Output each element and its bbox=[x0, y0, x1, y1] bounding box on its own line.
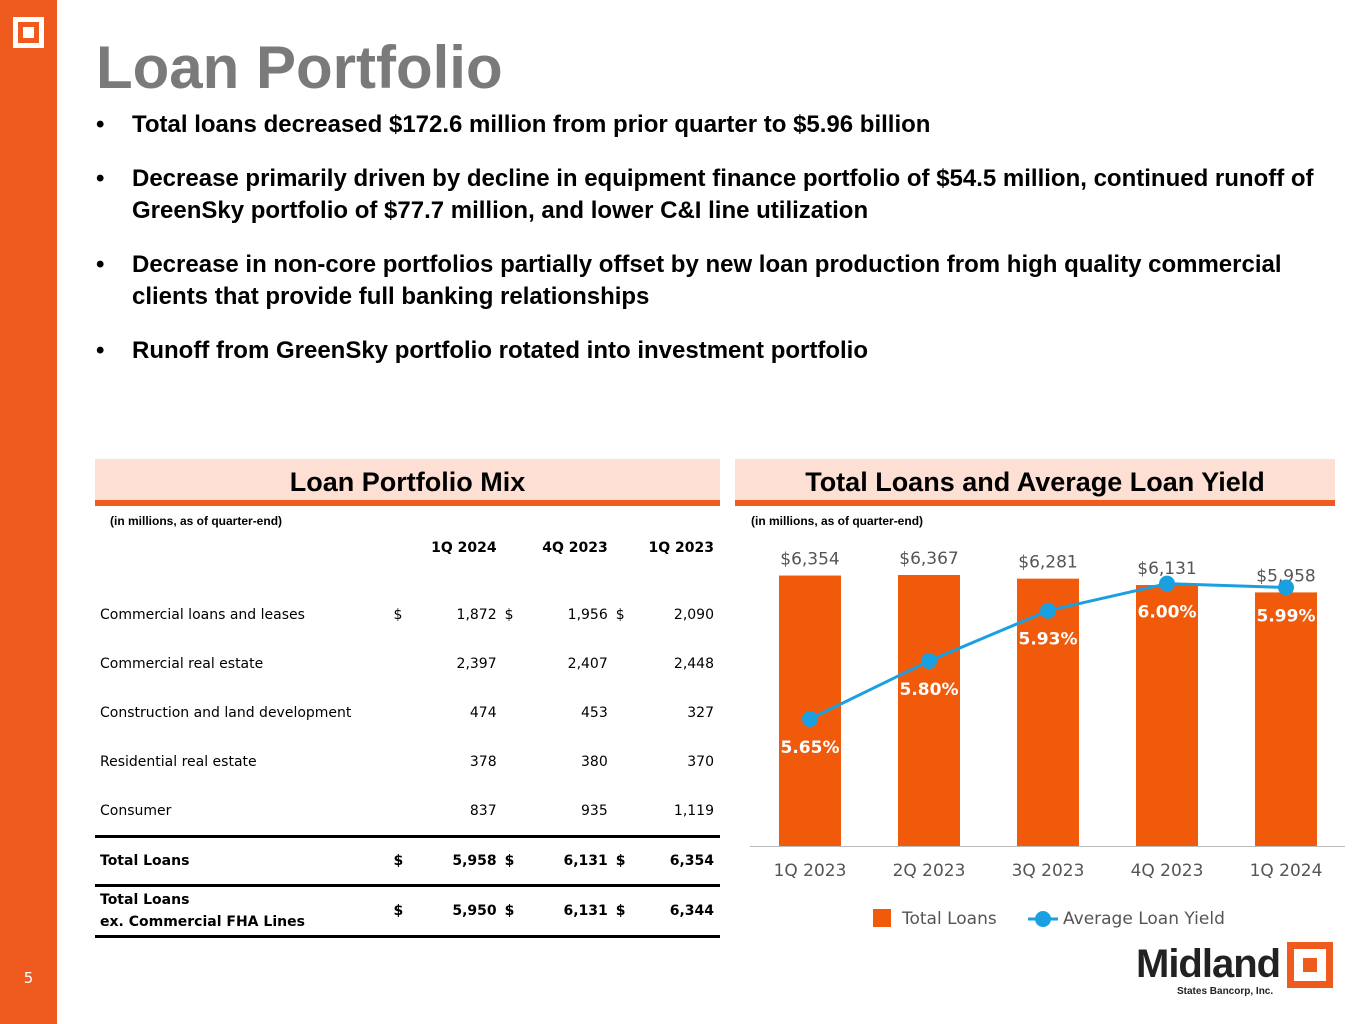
yield-point bbox=[921, 652, 937, 669]
row-label-line: ex. Commercial FHA Lines bbox=[100, 914, 305, 930]
row-label: Total Loans bbox=[95, 835, 392, 887]
cell-value: 837 bbox=[469, 802, 497, 819]
loan-mix-note: (in millions, as of quarter-end) bbox=[110, 514, 283, 528]
brand-mark-icon bbox=[1287, 942, 1333, 988]
bar-total-loans bbox=[1136, 585, 1198, 846]
cell-value: 1,956 bbox=[567, 606, 608, 623]
loan-chart: $6,354 1Q 2023 $6,367 2Q 2023 $6,281 3Q 2023 $… bbox=[750, 549, 1345, 929]
cell-value: 1,872 bbox=[456, 606, 497, 623]
cell-value: 2,448 bbox=[673, 655, 714, 672]
column-header: 4Q 2023 bbox=[542, 540, 608, 556]
legend-label: Total Loans bbox=[901, 909, 997, 929]
x-tick-label: 4Q 2023 bbox=[1131, 861, 1204, 881]
cell-value: 327 bbox=[687, 704, 714, 721]
x-tick-label: 1Q 2023 bbox=[774, 861, 847, 881]
row-label: Commercial real estate bbox=[100, 655, 264, 672]
bullet-item: Decrease in non-core portfolios partiall… bbox=[96, 249, 1316, 313]
bar-total-loans bbox=[1255, 592, 1317, 846]
row-label: Total Loans ex. Commercial FHA Lines bbox=[95, 885, 392, 938]
currency-sign: $ bbox=[613, 835, 636, 887]
bullet-item: Runoff from GreenSky portfolio rotated i… bbox=[96, 335, 1316, 367]
bullet-item: Total loans decreased $172.6 million fro… bbox=[96, 109, 1316, 141]
yield-point bbox=[1278, 579, 1294, 596]
row-label: Residential real estate bbox=[100, 753, 257, 770]
yield-value-label: 6.00% bbox=[1138, 603, 1197, 623]
cell-value: 380 bbox=[581, 753, 608, 770]
total-ex-fha-row: Total Loans ex. Commercial FHA Lines $ 5… bbox=[95, 885, 720, 938]
yield-value-label: 5.93% bbox=[1019, 630, 1078, 650]
cell-value: 5,958 bbox=[413, 835, 503, 887]
midland-logo: Midland States Bancorp, Inc. bbox=[1136, 941, 1336, 1001]
chart-note: (in millions, as of quarter-end) bbox=[751, 514, 924, 528]
cell-value: 2,397 bbox=[456, 655, 497, 672]
cell-value: 474 bbox=[469, 704, 497, 721]
sidebar-logo-icon bbox=[13, 17, 44, 48]
cell-value: 5,950 bbox=[413, 885, 503, 938]
legend-swatch-total-loans bbox=[873, 909, 891, 927]
x-tick-label: 2Q 2023 bbox=[893, 861, 966, 881]
yield-point bbox=[1040, 602, 1056, 619]
x-tick-label: 1Q 2024 bbox=[1250, 861, 1323, 881]
yield-value-label: 5.80% bbox=[900, 680, 959, 700]
bar-value-label: $6,281 bbox=[1018, 553, 1077, 573]
currency-sign: $ bbox=[502, 885, 525, 938]
currency-sign: $ bbox=[504, 606, 514, 623]
bullet-list: Total loans decreased $172.6 million fro… bbox=[96, 109, 1316, 389]
cell-value: 935 bbox=[581, 802, 608, 819]
bar-value-label: $6,131 bbox=[1137, 559, 1196, 579]
row-label: Construction and land development bbox=[100, 704, 352, 721]
bullet-item: Decrease primarily driven by decline in … bbox=[96, 163, 1316, 227]
cell-value: 453 bbox=[581, 704, 608, 721]
row-label: Commercial loans and leases bbox=[100, 606, 305, 623]
legend-marker-yield bbox=[1035, 911, 1051, 927]
brand-subtitle: States Bancorp, Inc. bbox=[1177, 986, 1274, 997]
bar-total-loans bbox=[1017, 578, 1079, 846]
bar-value-label: $6,354 bbox=[780, 550, 839, 570]
table-row: Commercial loans and leases $ 1,872 $ 1,… bbox=[95, 590, 720, 639]
cell-value: 378 bbox=[469, 753, 497, 770]
currency-sign: $ bbox=[391, 885, 414, 938]
legend-label: Average Loan Yield bbox=[1063, 909, 1225, 929]
total-row: Total Loans $ 5,958 $ 6,131 $ 6,354 bbox=[95, 835, 720, 887]
currency-sign: $ bbox=[502, 835, 525, 887]
cell-value: 6,354 bbox=[635, 835, 720, 887]
loan-mix-table: 1Q 2024 4Q 2023 1Q 2023 Commercial loans… bbox=[95, 530, 720, 938]
table-row: Consumer 837 935 1,119 bbox=[95, 786, 720, 837]
column-header: 1Q 2023 bbox=[648, 540, 714, 556]
cell-value: 6,131 bbox=[524, 835, 614, 887]
chart-header: Total Loans and Average Loan Yield bbox=[735, 459, 1335, 506]
table-row: Commercial real estate 2,397 2,407 2,448 bbox=[95, 639, 720, 688]
page-number: 5 bbox=[23, 969, 34, 987]
yield-point bbox=[1159, 575, 1175, 592]
bar-total-loans bbox=[898, 575, 960, 846]
cell-value: 370 bbox=[687, 753, 714, 770]
table-header-row: 1Q 2024 4Q 2023 1Q 2023 bbox=[95, 530, 720, 566]
yield-point bbox=[802, 711, 818, 727]
bar-value-label: $6,367 bbox=[899, 549, 958, 569]
loan-mix-header: Loan Portfolio Mix bbox=[95, 459, 720, 506]
row-label-line: Total Loans bbox=[100, 892, 190, 908]
row-label: Consumer bbox=[100, 802, 172, 819]
cell-value: 6,344 bbox=[635, 885, 720, 938]
page-title: Loan Portfolio bbox=[96, 34, 503, 101]
cell-value: 2,090 bbox=[673, 606, 714, 623]
currency-sign: $ bbox=[613, 885, 636, 938]
cell-value: 1,119 bbox=[673, 802, 714, 819]
bar-total-loans bbox=[779, 575, 841, 846]
bar-value-label: $5,958 bbox=[1256, 566, 1315, 586]
table-row: Construction and land development 474 45… bbox=[95, 688, 720, 737]
currency-sign: $ bbox=[393, 606, 403, 623]
table-row: Residential real estate 378 380 370 bbox=[95, 737, 720, 786]
yield-value-label: 5.99% bbox=[1257, 607, 1316, 627]
x-tick-label: 3Q 2023 bbox=[1012, 861, 1085, 881]
column-header: 1Q 2024 bbox=[431, 540, 497, 556]
currency-sign: $ bbox=[615, 606, 625, 623]
cell-value: 6,131 bbox=[524, 885, 614, 938]
currency-sign: $ bbox=[391, 835, 414, 887]
cell-value: 2,407 bbox=[567, 655, 608, 672]
yield-value-label: 5.65% bbox=[781, 738, 840, 758]
sidebar: 5 bbox=[0, 0, 57, 1024]
brand-name: Midland bbox=[1136, 942, 1281, 986]
